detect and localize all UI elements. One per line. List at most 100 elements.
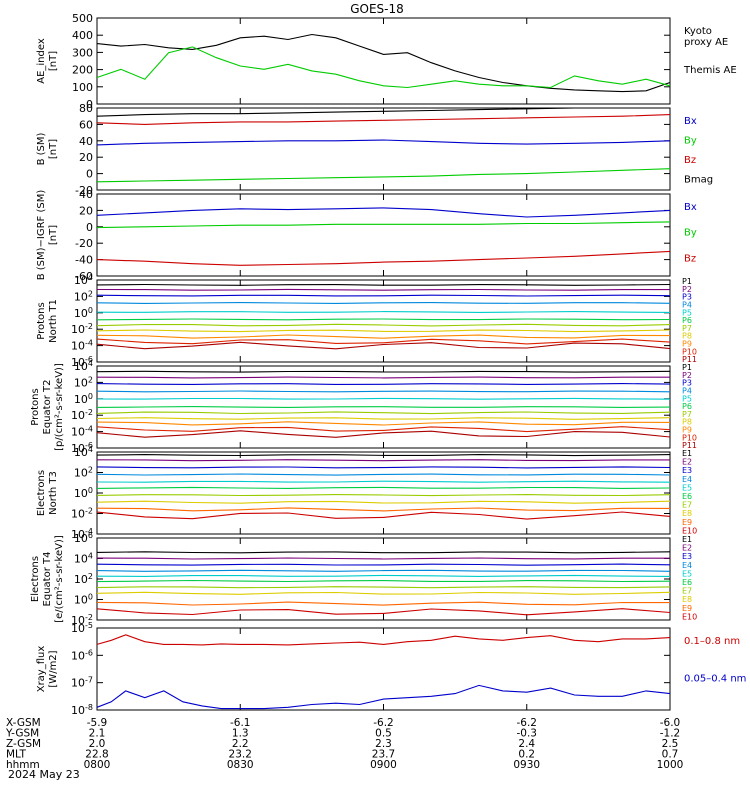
series-line [96,168,671,183]
panel-3: -60 -40 -20 0 20 40 B (SM)−IGRF (SM) [nT] Bx By Bz [36,188,697,283]
series-line [96,426,671,433]
legend-entry: E5 [682,569,692,578]
legend-entry: P8 [682,418,692,427]
y-axis-label: Protons [30,388,41,425]
series-line [96,288,670,291]
y-tick-label: 10-8 [71,703,93,717]
legend-entry: E4 [682,475,692,484]
y-tick-label: 10-7 [71,676,93,690]
y-axis-label: [p/(cm²-s-sr-keV)] [54,363,65,451]
y-tick-label: 20 [79,151,93,164]
row-value: 23.2 [229,749,252,761]
row-value: -6.1 [230,717,251,729]
row-value: 0800 [84,759,111,771]
y-tick-label: 10-4 [71,527,93,541]
legend-entry: Bz [684,253,696,264]
series-line [96,334,671,339]
y-tick-label: 100 [74,392,93,406]
series-line [96,114,671,125]
y-tick-label: 10-2 [71,322,93,336]
y-tick-label: 100 [74,593,93,607]
series-line [96,480,671,483]
legend-entry: E4 [682,561,692,570]
legend-entry: P11 [682,355,697,364]
row-value: 2.0 [89,738,106,750]
y-tick-label: 400 [72,29,93,42]
series-line [96,107,670,117]
y-axis-label: Equator T2 [42,380,53,435]
series-line [96,608,671,616]
legend-entry: P5 [682,394,692,403]
y-axis-label: [nT] [48,225,59,245]
series-line [96,634,671,646]
y-tick-label: 10-4 [71,425,93,439]
panel-7: 10-2 100 102 104 106 Electrons Equator T4 [e/(c… [30,531,697,627]
y-tick-label: 102 [74,375,93,389]
series-line [96,390,671,393]
series-line [96,376,670,379]
y-tick-label: 10-2 [71,613,93,627]
y-axis-label: AE_index [36,38,47,84]
legend-entry: E7 [682,587,692,596]
legend-entry: P10 [682,347,697,356]
legend-entry: Bz [684,155,696,166]
y-tick-label: 10-6 [71,441,93,455]
legend-entry: P4 [682,386,692,395]
panel-frame [96,537,671,621]
series-line [96,454,671,457]
y-tick-label: 104 [74,273,93,287]
legend-entry: E2 [682,544,692,553]
y-tick-label: 10-4 [71,339,93,353]
row-label: Y-GSM [5,728,39,740]
legend-entry: P7 [682,324,692,333]
panel-frame [96,627,671,711]
series-line [96,338,671,345]
legend-entry: Themis AE [683,65,737,76]
row-value: 2.4 [518,738,535,750]
legend-entry: P10 [682,433,697,442]
legend-entry: E8 [682,595,692,604]
y-tick-label: 10-5 [71,621,93,635]
row-value: -1.2 [660,728,681,740]
series-line [96,507,671,512]
row-label: MLT [6,749,26,761]
y-tick-label: 20 [79,204,93,217]
series-line [96,46,671,89]
row-value: 2.2 [232,738,249,750]
row-value: 1.3 [232,728,249,740]
panel-frame [96,17,671,105]
series-line [96,221,671,229]
series-line [96,406,671,408]
y-tick-label: -60 [75,270,93,283]
series-line [96,601,671,606]
y-tick-label: 104 [74,552,93,566]
y-axis-label: [nT] [48,51,59,71]
y-tick-label: 10-2 [71,408,93,422]
y-axis-label: Electrons [30,556,41,602]
y-tick-label: 40 [79,188,93,201]
series-line [96,302,671,304]
legend-entry: P6 [682,316,692,325]
y-tick-label: 100 [74,486,93,500]
row-value: -0.3 [517,728,538,740]
legend-entry: P3 [682,293,692,302]
row-value: 2.5 [662,738,679,750]
series-line [96,207,671,218]
y-axis-label: B (SM) [36,132,47,165]
legend-entry: E6 [682,492,692,501]
y-tick-label: 102 [74,572,93,586]
series-line [96,466,671,469]
y-tick-label: -20 [75,237,93,250]
legend-entry: E6 [682,578,692,587]
series-line [96,557,670,560]
y-tick-label: 80 [79,102,93,115]
series-line [96,311,671,313]
series-line [96,318,671,321]
series-line [96,294,671,297]
y-axis-label: [W/m2] [48,650,59,687]
y-tick-label: 10-6 [71,648,93,662]
